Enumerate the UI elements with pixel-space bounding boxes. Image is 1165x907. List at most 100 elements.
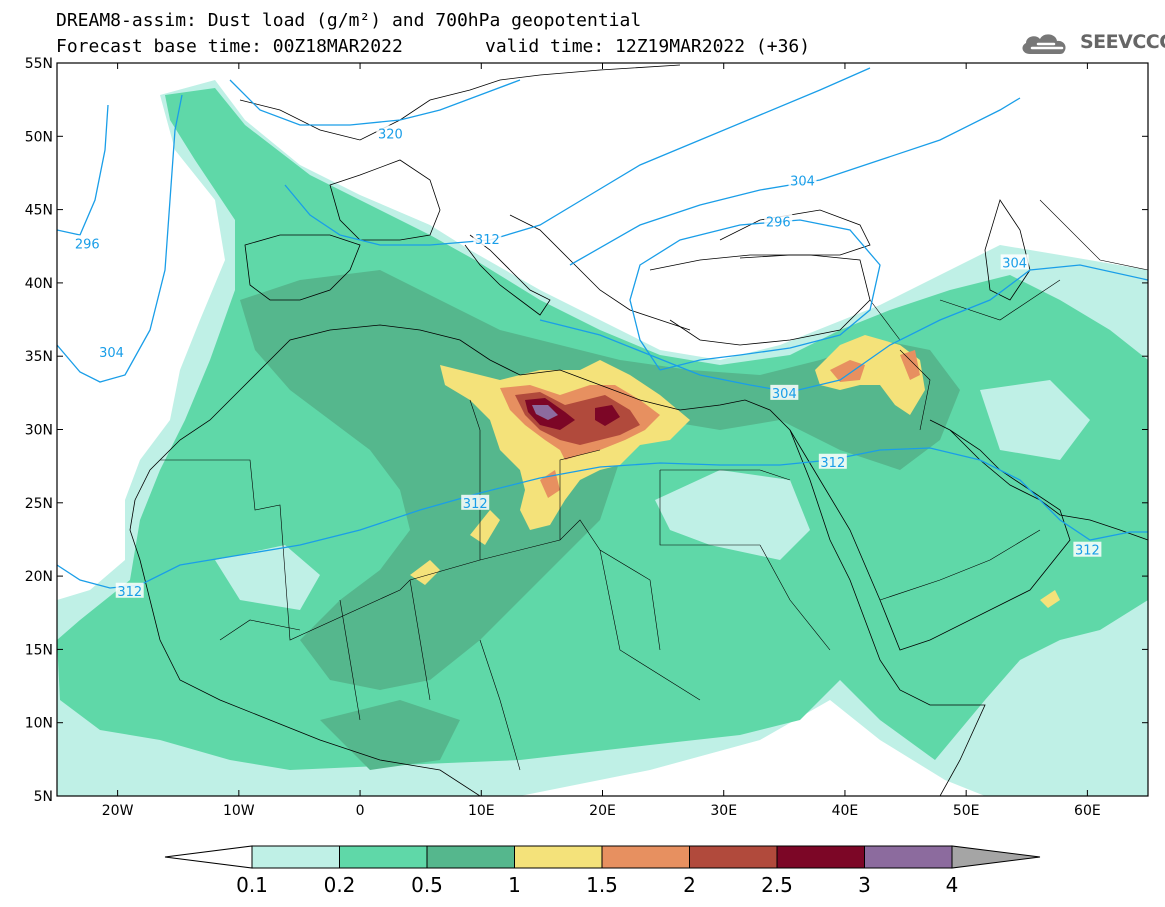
- dust-level-0.1-hole: [215, 545, 320, 610]
- coastlines: [129, 64, 1148, 796]
- contour-labels: 320 296 312 304 296 304 304 304 312 312 312 312: [73, 125, 1102, 600]
- colorbar-swatch: [426, 845, 515, 869]
- colorbar-swatch: [514, 845, 603, 869]
- contour-label: 320: [378, 127, 403, 142]
- dust-level-2.5-b: [595, 405, 620, 426]
- colorbar: 0.1 0.2 0.5 1 1.5 2 2.5 3 4: [164, 845, 1041, 897]
- lat-tick-label: 25N: [25, 496, 53, 512]
- contour-label-bg: [115, 582, 144, 598]
- contour-label-bg: [1073, 541, 1102, 557]
- colorbar-label: 0.5: [411, 873, 443, 897]
- contour-label-bg: [461, 494, 490, 510]
- balkans-coastline: [509, 214, 691, 331]
- africa-coastline: [134, 324, 986, 796]
- contour-304-west: [57, 94, 183, 383]
- colorbar-over-arrow: [951, 845, 1041, 869]
- valid-time: valid time: 12Z19MAR2022 (+36): [485, 36, 811, 57]
- france-coastline: [329, 159, 441, 241]
- country-borders: [160, 199, 1148, 771]
- contour-label-bg: [73, 235, 102, 251]
- dust-level-0.5: [240, 270, 960, 690]
- contour-label: 312: [463, 497, 488, 512]
- italy-coastline: [464, 234, 551, 316]
- contour-label: 312: [475, 233, 500, 248]
- lat-tick-label: 35N: [25, 349, 53, 365]
- lon-tick-label: 30E: [710, 803, 737, 819]
- contour-label: 296: [75, 237, 100, 252]
- colorbar-swatch: [339, 845, 428, 869]
- geopotential-contours: [57, 67, 1148, 589]
- contour-label-bg: [473, 230, 502, 246]
- latitude-axis: 55N 50N 45N 40N 35N 30N 25N 20N 15N 10N 5N: [25, 56, 1148, 805]
- contour-296-west: [57, 104, 109, 236]
- persian-gulf-coastline: [949, 429, 1148, 541]
- colorbar-swatch: [776, 845, 865, 869]
- forecast-base-time: Forecast base time: 00Z18MAR2022: [56, 36, 403, 57]
- dust-level-1.5-east: [830, 360, 865, 382]
- colorbar-label: 1: [508, 873, 521, 897]
- contour-label: 312: [1075, 544, 1100, 559]
- colorbar-swatch: [251, 845, 340, 869]
- lon-tick-label: 40E: [832, 803, 859, 819]
- iberia-coastline: [244, 234, 361, 301]
- dust-level-1-oman: [1040, 590, 1060, 608]
- colorbar-swatch: [864, 845, 953, 869]
- map-title: DREAM8-assim: Dust load (g/m²) and 700hP…: [56, 10, 642, 31]
- colorbar-label: 2.5: [761, 873, 793, 897]
- logo-text: SEEVCCC: [1080, 31, 1165, 53]
- contour-label-bg: [818, 453, 847, 469]
- contour-label-bg: [376, 125, 405, 141]
- lon-tick-label: 60E: [1074, 803, 1101, 819]
- contour-label: 304: [99, 346, 124, 361]
- longitude-axis: 20W 10W 0 10E 20E 30E 40E 50E 60E: [102, 63, 1101, 819]
- lat-tick-label: 15N: [25, 642, 53, 658]
- arabia-coastline: [789, 419, 1071, 651]
- lon-tick-label: 10W: [223, 803, 255, 819]
- lon-tick-label: 50E: [953, 803, 980, 819]
- contour-label: 312: [117, 585, 142, 600]
- colorbar-swatch: [601, 845, 690, 869]
- lat-tick-label: 5N: [34, 789, 53, 805]
- africa-west-coastline: [129, 499, 481, 796]
- caspian-coastline: [984, 199, 1031, 301]
- lat-tick-label: 50N: [25, 129, 53, 145]
- contour-312-south: [57, 447, 1148, 589]
- dust-fields: [57, 80, 1148, 796]
- contour-label: 296: [766, 215, 791, 230]
- dust-level-3: [532, 405, 558, 420]
- lon-tick-label: 10E: [468, 803, 495, 819]
- contour-label-bg: [764, 213, 793, 229]
- lat-tick-label: 30N: [25, 423, 53, 439]
- contour-label-bg: [788, 172, 817, 188]
- contour-label: 312: [820, 456, 845, 471]
- contour-312-north: [284, 67, 871, 246]
- lon-tick-label: 20W: [102, 803, 134, 819]
- lon-tick-label: 20E: [589, 803, 616, 819]
- dust-level-1-east: [815, 335, 925, 415]
- europe-coastline: [239, 64, 681, 141]
- dust-level-0.1-hole: [980, 380, 1090, 460]
- colorbar-label: 4: [946, 873, 959, 897]
- colorbar-swatch: [689, 845, 778, 869]
- colorbar-label: 0.1: [236, 873, 268, 897]
- dust-level-1-patch: [410, 560, 440, 585]
- contour-label: 304: [790, 174, 815, 189]
- contour-label-bg: [97, 343, 126, 359]
- colorbar-label: 1.5: [586, 873, 618, 897]
- contour-label: 304: [772, 387, 797, 402]
- contour-296-inner: [629, 219, 881, 371]
- cloud-logo-icon: [1022, 34, 1066, 54]
- lat-tick-label: 45N: [25, 203, 53, 219]
- dust-level-0.5-patch: [320, 700, 460, 770]
- contour-304-north: [569, 97, 1021, 266]
- dust-level-1-patch: [470, 510, 500, 545]
- dust-level-0.1-hole: [655, 470, 810, 560]
- colorbar-label: 0.2: [324, 873, 356, 897]
- dust-level-1.5-east2: [900, 350, 920, 380]
- contour-label-bg: [1000, 254, 1029, 270]
- contour-label-bg: [770, 384, 799, 400]
- lat-tick-label: 20N: [25, 569, 53, 585]
- colorbar-label: 3: [858, 873, 871, 897]
